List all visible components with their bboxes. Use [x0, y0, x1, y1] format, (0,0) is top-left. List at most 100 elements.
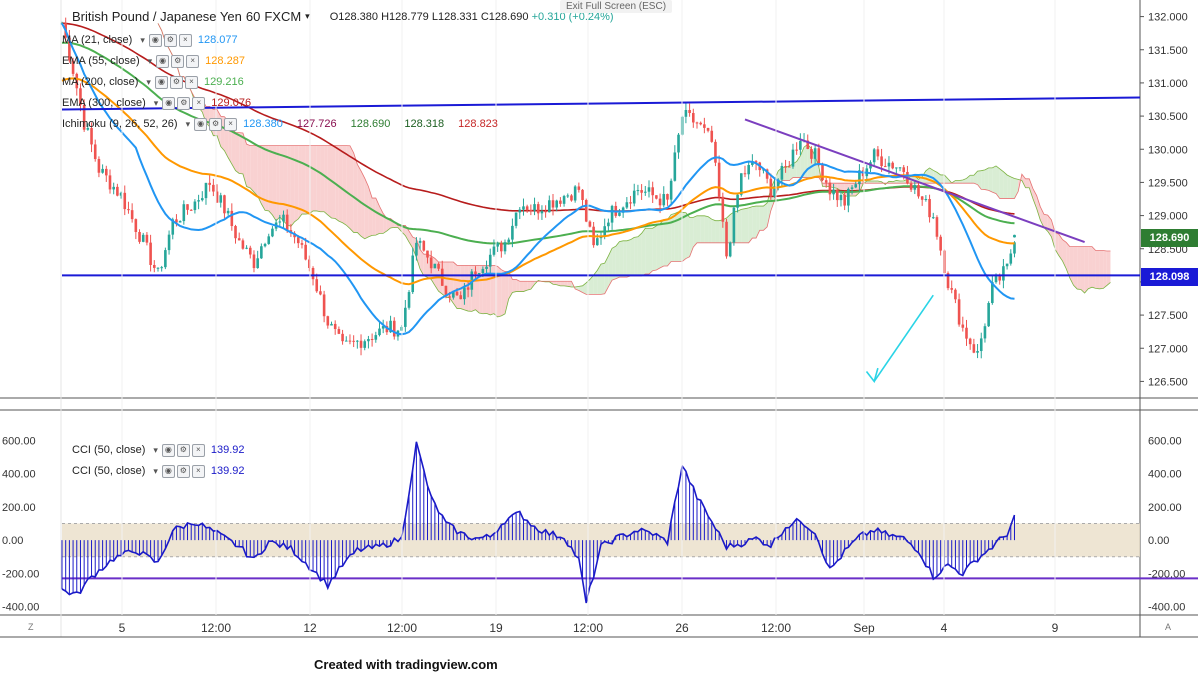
chevron-down-icon[interactable]: ▾	[185, 118, 191, 129]
time-tick-label: 5	[119, 621, 126, 635]
cloud-segment	[1062, 239, 1067, 269]
cloud-segment	[501, 269, 506, 316]
gear-icon[interactable]: ⚙	[176, 464, 190, 478]
cloud-segment	[696, 215, 701, 243]
candle-body	[895, 167, 898, 169]
candle-body	[747, 164, 750, 175]
cci-name[interactable]: CCI (50, close)	[72, 444, 146, 456]
cloud-segment	[822, 183, 827, 187]
high-value: H128.779	[381, 10, 429, 23]
cloud-segment	[663, 219, 668, 266]
chevron-down-icon[interactable]: ▾	[153, 444, 158, 455]
interval-label[interactable]: 60	[245, 9, 261, 24]
legend-row-1[interactable]: EMA (55, close) ▾ ◉ ⚙ × 128.287	[62, 52, 255, 70]
cloud-segment	[505, 271, 509, 314]
gear-icon[interactable]: ⚙	[171, 54, 185, 68]
candle-body	[976, 351, 979, 353]
cloud-segment	[667, 214, 672, 266]
cloud-segment	[612, 246, 616, 281]
indicator-name[interactable]: EMA (300, close)	[62, 97, 146, 109]
chevron-down-icon[interactable]: ▾	[153, 97, 159, 108]
indicator-name[interactable]: MA (21, close)	[62, 34, 133, 46]
candle-body	[197, 200, 200, 202]
candle-body	[987, 303, 990, 327]
cloud-segment	[996, 165, 1000, 199]
close-icon[interactable]: ×	[184, 75, 198, 89]
close-icon[interactable]: ×	[186, 54, 200, 68]
close-icon[interactable]: ×	[191, 443, 205, 457]
cci-tick-label: -200.00	[1148, 568, 1185, 580]
symbol-title[interactable]: British Pound / Japanese Yen	[72, 9, 242, 24]
cci-legend-row[interactable]: CCI (50, close) ▾ ◉ ⚙ × 139.92	[72, 462, 255, 480]
candle-body	[725, 221, 728, 257]
close-icon[interactable]: ×	[191, 464, 205, 478]
indicator-name[interactable]: Ichimoku (9, 26, 52, 26)	[62, 118, 178, 130]
indicator-name[interactable]: MA (200, close)	[62, 76, 139, 88]
candle-body	[695, 122, 699, 124]
candle-body	[381, 326, 385, 329]
cloud-segment	[530, 281, 535, 290]
indicator-name[interactable]: EMA (55, close)	[62, 55, 140, 67]
cloud-segment	[338, 145, 343, 223]
eye-icon[interactable]: ◉	[156, 54, 170, 68]
cloud-segment	[379, 206, 384, 234]
candle-body	[518, 209, 522, 213]
candle-body	[422, 240, 426, 251]
cci-name[interactable]: CCI (50, close)	[72, 465, 146, 477]
candle-body	[511, 225, 514, 240]
candle-body	[252, 254, 256, 269]
close-icon[interactable]: ×	[178, 33, 192, 47]
cloud-segment	[482, 265, 487, 314]
cloud-segment	[671, 213, 675, 262]
gear-icon[interactable]: ⚙	[209, 117, 223, 131]
chevron-down-icon[interactable]: ▾	[140, 34, 145, 45]
cloud-segment	[268, 145, 273, 216]
eye-icon[interactable]: ◉	[154, 75, 168, 89]
zoom-corner-button[interactable]: Z	[28, 622, 34, 632]
exit-fullscreen-button[interactable]: Exit Full Screen (ESC)	[560, 0, 673, 13]
gear-icon[interactable]: ⚙	[163, 33, 177, 47]
eye-icon[interactable]: ◉	[148, 33, 162, 47]
legend-row-3[interactable]: EMA (300, close) ▾ ◉ ⚙ × 129.076	[62, 94, 261, 112]
chevron-down-icon[interactable]: ▾	[305, 11, 310, 21]
cci-legend-row[interactable]: CCI (50, close) ▾ ◉ ⚙ × 139.92	[72, 441, 255, 459]
candle-body	[850, 187, 854, 189]
candle-body	[330, 323, 333, 326]
gear-icon[interactable]: ⚙	[176, 443, 190, 457]
candle-body	[570, 195, 573, 201]
legend-row-4[interactable]: Ichimoku (9, 26, 52, 26) ▾ ◉ ⚙ × 128.380 127.7…	[62, 115, 508, 133]
eye-icon[interactable]: ◉	[161, 443, 175, 457]
cloud-segment	[1103, 250, 1107, 289]
cloud-segment	[1099, 250, 1104, 289]
cloud-segment	[420, 249, 424, 276]
close-icon[interactable]: ×	[224, 117, 238, 131]
chevron-down-icon[interactable]: ▾	[146, 76, 151, 87]
candle-body	[326, 316, 330, 326]
cloud-segment	[368, 186, 373, 237]
cloud-segment	[1014, 178, 1019, 199]
gear-icon[interactable]: ⚙	[177, 96, 191, 110]
chevron-down-icon[interactable]: ▾	[147, 55, 153, 66]
cloud-segment	[335, 145, 339, 222]
cloud-segment	[265, 145, 269, 211]
eye-icon[interactable]: ◉	[161, 464, 175, 478]
gear-icon[interactable]: ⚙	[169, 75, 183, 89]
close-icon[interactable]: ×	[192, 96, 206, 110]
chevron-down-icon[interactable]: ▾	[153, 465, 158, 476]
eye-icon[interactable]: ◉	[194, 117, 208, 131]
cloud-segment	[298, 145, 302, 220]
legend-row-0[interactable]: MA (21, close) ▾ ◉ ⚙ × 128.077	[62, 31, 248, 49]
cloud-segment	[674, 211, 679, 262]
candle-body	[621, 207, 625, 213]
candle-body	[839, 195, 843, 201]
cci-tick-label: 600.00	[2, 435, 36, 447]
auto-scale-button[interactable]: A	[1165, 622, 1172, 632]
legend-row-2[interactable]: MA (200, close) ▾ ◉ ⚙ × 129.216	[62, 73, 254, 91]
change-value: +0.310 (+0.24%)	[531, 10, 614, 23]
exchange-label: FXCM	[264, 9, 302, 24]
candle-body	[835, 189, 839, 201]
eye-icon[interactable]: ◉	[162, 96, 176, 110]
candle-body	[105, 168, 108, 176]
cci-tick-label: 200.00	[2, 502, 36, 514]
